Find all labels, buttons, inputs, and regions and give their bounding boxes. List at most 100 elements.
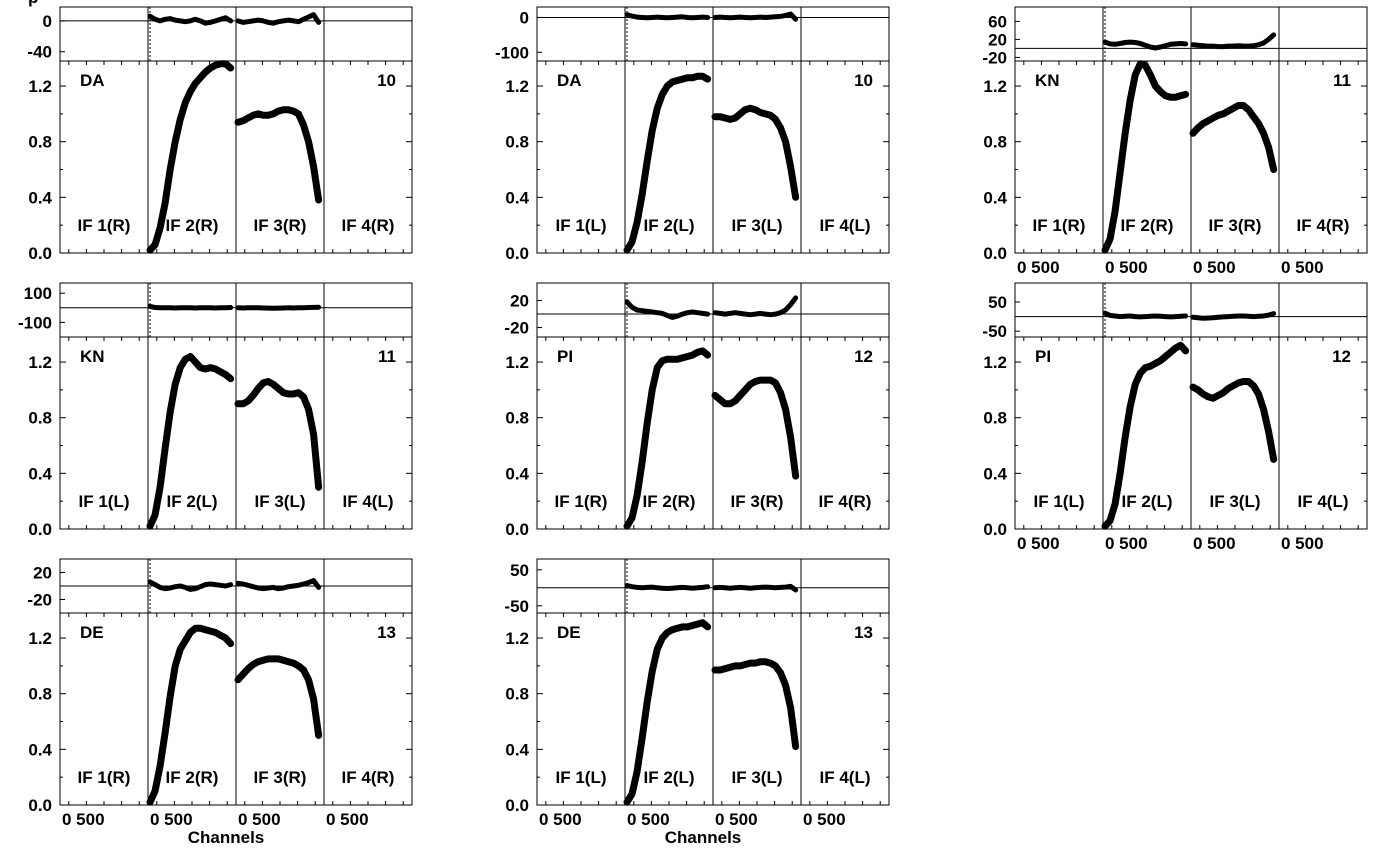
- amplitude-series-line: [234, 378, 323, 491]
- if-label: IF 3(R): [1209, 216, 1262, 235]
- if-label: IF 2(L): [644, 216, 695, 235]
- antenna-label: DE: [80, 623, 104, 642]
- panel-number: 11: [1333, 71, 1351, 90]
- amplitude-tick-label: 0.4: [505, 188, 529, 207]
- phase-tick-label: -20: [504, 319, 529, 338]
- amplitude-tick-label: 0.8: [505, 685, 529, 704]
- amplitude-tick-label: 1.2: [505, 77, 529, 96]
- amplitude-tick-label: 0.0: [505, 244, 529, 263]
- amplitude-series-line: [623, 72, 712, 254]
- x-tick-label: 0 500: [627, 810, 670, 829]
- phase-series-line: [1102, 39, 1189, 51]
- phase-series-line: [1190, 311, 1277, 321]
- phase-tick-label: 100: [24, 284, 52, 303]
- phase-series-line: [235, 304, 322, 311]
- panels: 1.2 0.8 0.4 0.0 0 -40 DA 10 IF 1(R) IF 2(R) IF 3(R…: [18, 6, 1368, 847]
- panel-number: 11: [378, 347, 396, 366]
- phase-tick-label: -100: [495, 43, 529, 62]
- x-tick-label: 0 500: [1281, 534, 1324, 553]
- phase-tick-label: -100: [18, 313, 52, 332]
- if-label: IF 3(L): [1210, 492, 1261, 511]
- panel: 1.2 0.8 0.4 0.0 20 -20 PI 12 IF 1(R) IF 2(R) IF 3(…: [504, 282, 890, 539]
- phase-tick-label: 50: [510, 561, 529, 580]
- amplitude-series-line: [1189, 102, 1278, 173]
- antenna-label: PI: [557, 347, 573, 366]
- phase-tick-label: 20: [33, 564, 52, 583]
- antenna-label: KN: [1035, 71, 1060, 90]
- phase-tick-label: 0: [520, 8, 529, 27]
- amplitude-tick-label: 0.4: [983, 464, 1007, 483]
- amplitude-tick-label: 1.2: [983, 353, 1007, 372]
- phase-series-line: [624, 299, 711, 320]
- phase-tick-label: 50: [988, 293, 1007, 312]
- amplitude-tick-label: 0.4: [28, 188, 52, 207]
- phase-tick-label: 0: [43, 12, 52, 31]
- if-label: IF 4(L): [343, 492, 394, 511]
- panel: 1.2 0.8 0.4 0.0 0 -100 DA 10 IF 1(L) IF 2(L) IF 3(…: [495, 6, 890, 263]
- amplitude-tick-label: 0.0: [28, 796, 52, 815]
- phase-series-line: [147, 13, 234, 26]
- antenna-label: KN: [80, 347, 105, 366]
- if-label: IF 1(L): [556, 768, 607, 787]
- amplitude-tick-label: 0.8: [983, 409, 1007, 428]
- amplitude-tick-label: 0.4: [505, 740, 529, 759]
- if-label: IF 3(R): [254, 768, 307, 787]
- if-label: IF 4(R): [819, 492, 872, 511]
- panel-number: 10: [377, 71, 396, 90]
- phase-series-line: [1102, 310, 1189, 320]
- x-tick-label: 0 500: [1193, 258, 1236, 277]
- if-label: IF 1(L): [79, 492, 130, 511]
- panel: 1.2 0.8 0.4 0.0 50 -50 PI 12 IF 1(L) IF 2(L) IF 3(…: [982, 282, 1368, 553]
- amplitude-series-line: [1101, 60, 1190, 254]
- if-label: IF 3(L): [732, 768, 783, 787]
- if-label: IF 2(R): [1121, 216, 1174, 235]
- amplitude-tick-label: 1.2: [505, 629, 529, 648]
- if-label: IF 3(L): [255, 492, 306, 511]
- amplitude-tick-label: 0.0: [505, 520, 529, 539]
- phase-series-line: [712, 11, 799, 22]
- panel-number: 10: [854, 71, 873, 90]
- amplitude-tick-label: 1.2: [505, 353, 529, 372]
- figure-title-fragment: p: [28, 0, 38, 7]
- amplitude-tick-label: 0.8: [983, 133, 1007, 152]
- x-tick-label: 0 500: [1281, 258, 1324, 277]
- amplitude-tick-label: 0.4: [28, 464, 52, 483]
- if-label: IF 1(R): [78, 216, 131, 235]
- if-label: IF 4(R): [342, 216, 395, 235]
- if-label: IF 4(L): [1298, 492, 1349, 511]
- amplitude-series-line: [146, 60, 235, 254]
- if-label: IF 4(R): [1297, 216, 1350, 235]
- amplitude-tick-label: 0.8: [28, 133, 52, 152]
- if-label: IF 2(L): [644, 768, 695, 787]
- x-tick-label: 0 500: [238, 810, 281, 829]
- phase-series-line: [1190, 32, 1277, 50]
- amplitude-tick-label: 1.2: [28, 629, 52, 648]
- amplitude-tick-label: 0.4: [28, 740, 52, 759]
- amplitude-series-line: [1189, 378, 1278, 463]
- if-label: IF 2(R): [643, 492, 696, 511]
- antenna-label: DA: [557, 71, 582, 90]
- phase-series-line: [624, 583, 711, 591]
- panel-number: 12: [1332, 347, 1351, 366]
- panel: 1.2 0.8 0.4 0.0 0 -40 DA 10 IF 1(R) IF 2(R) IF 3(R…: [27, 6, 413, 263]
- panel: 1.2 0.8 0.4 0.0 20 -20 DE 13 IF 1(R) IF 2(R) IF 3(…: [27, 558, 413, 847]
- amplitude-tick-label: 0.8: [505, 133, 529, 152]
- if-label: IF 1(R): [78, 768, 131, 787]
- amplitude-tick-label: 0.0: [28, 244, 52, 263]
- amplitude-series-line: [623, 347, 712, 530]
- amplitude-tick-label: 0.4: [983, 188, 1007, 207]
- if-label: IF 2(L): [1122, 492, 1173, 511]
- x-tick-label: 0 500: [715, 810, 758, 829]
- amplitude-series-line: [711, 658, 800, 751]
- x-tick-label: 0 500: [539, 810, 582, 829]
- amplitude-series-line: [234, 106, 323, 204]
- if-label: IF 3(L): [732, 216, 783, 235]
- if-label: IF 2(R): [166, 216, 219, 235]
- amplitude-tick-label: 0.8: [505, 409, 529, 428]
- antenna-label: DE: [557, 623, 581, 642]
- x-tick-label: 0 500: [803, 810, 846, 829]
- phase-tick-label: -50: [504, 597, 529, 616]
- if-label: IF 1(L): [1034, 492, 1085, 511]
- if-label: IF 4(L): [820, 216, 871, 235]
